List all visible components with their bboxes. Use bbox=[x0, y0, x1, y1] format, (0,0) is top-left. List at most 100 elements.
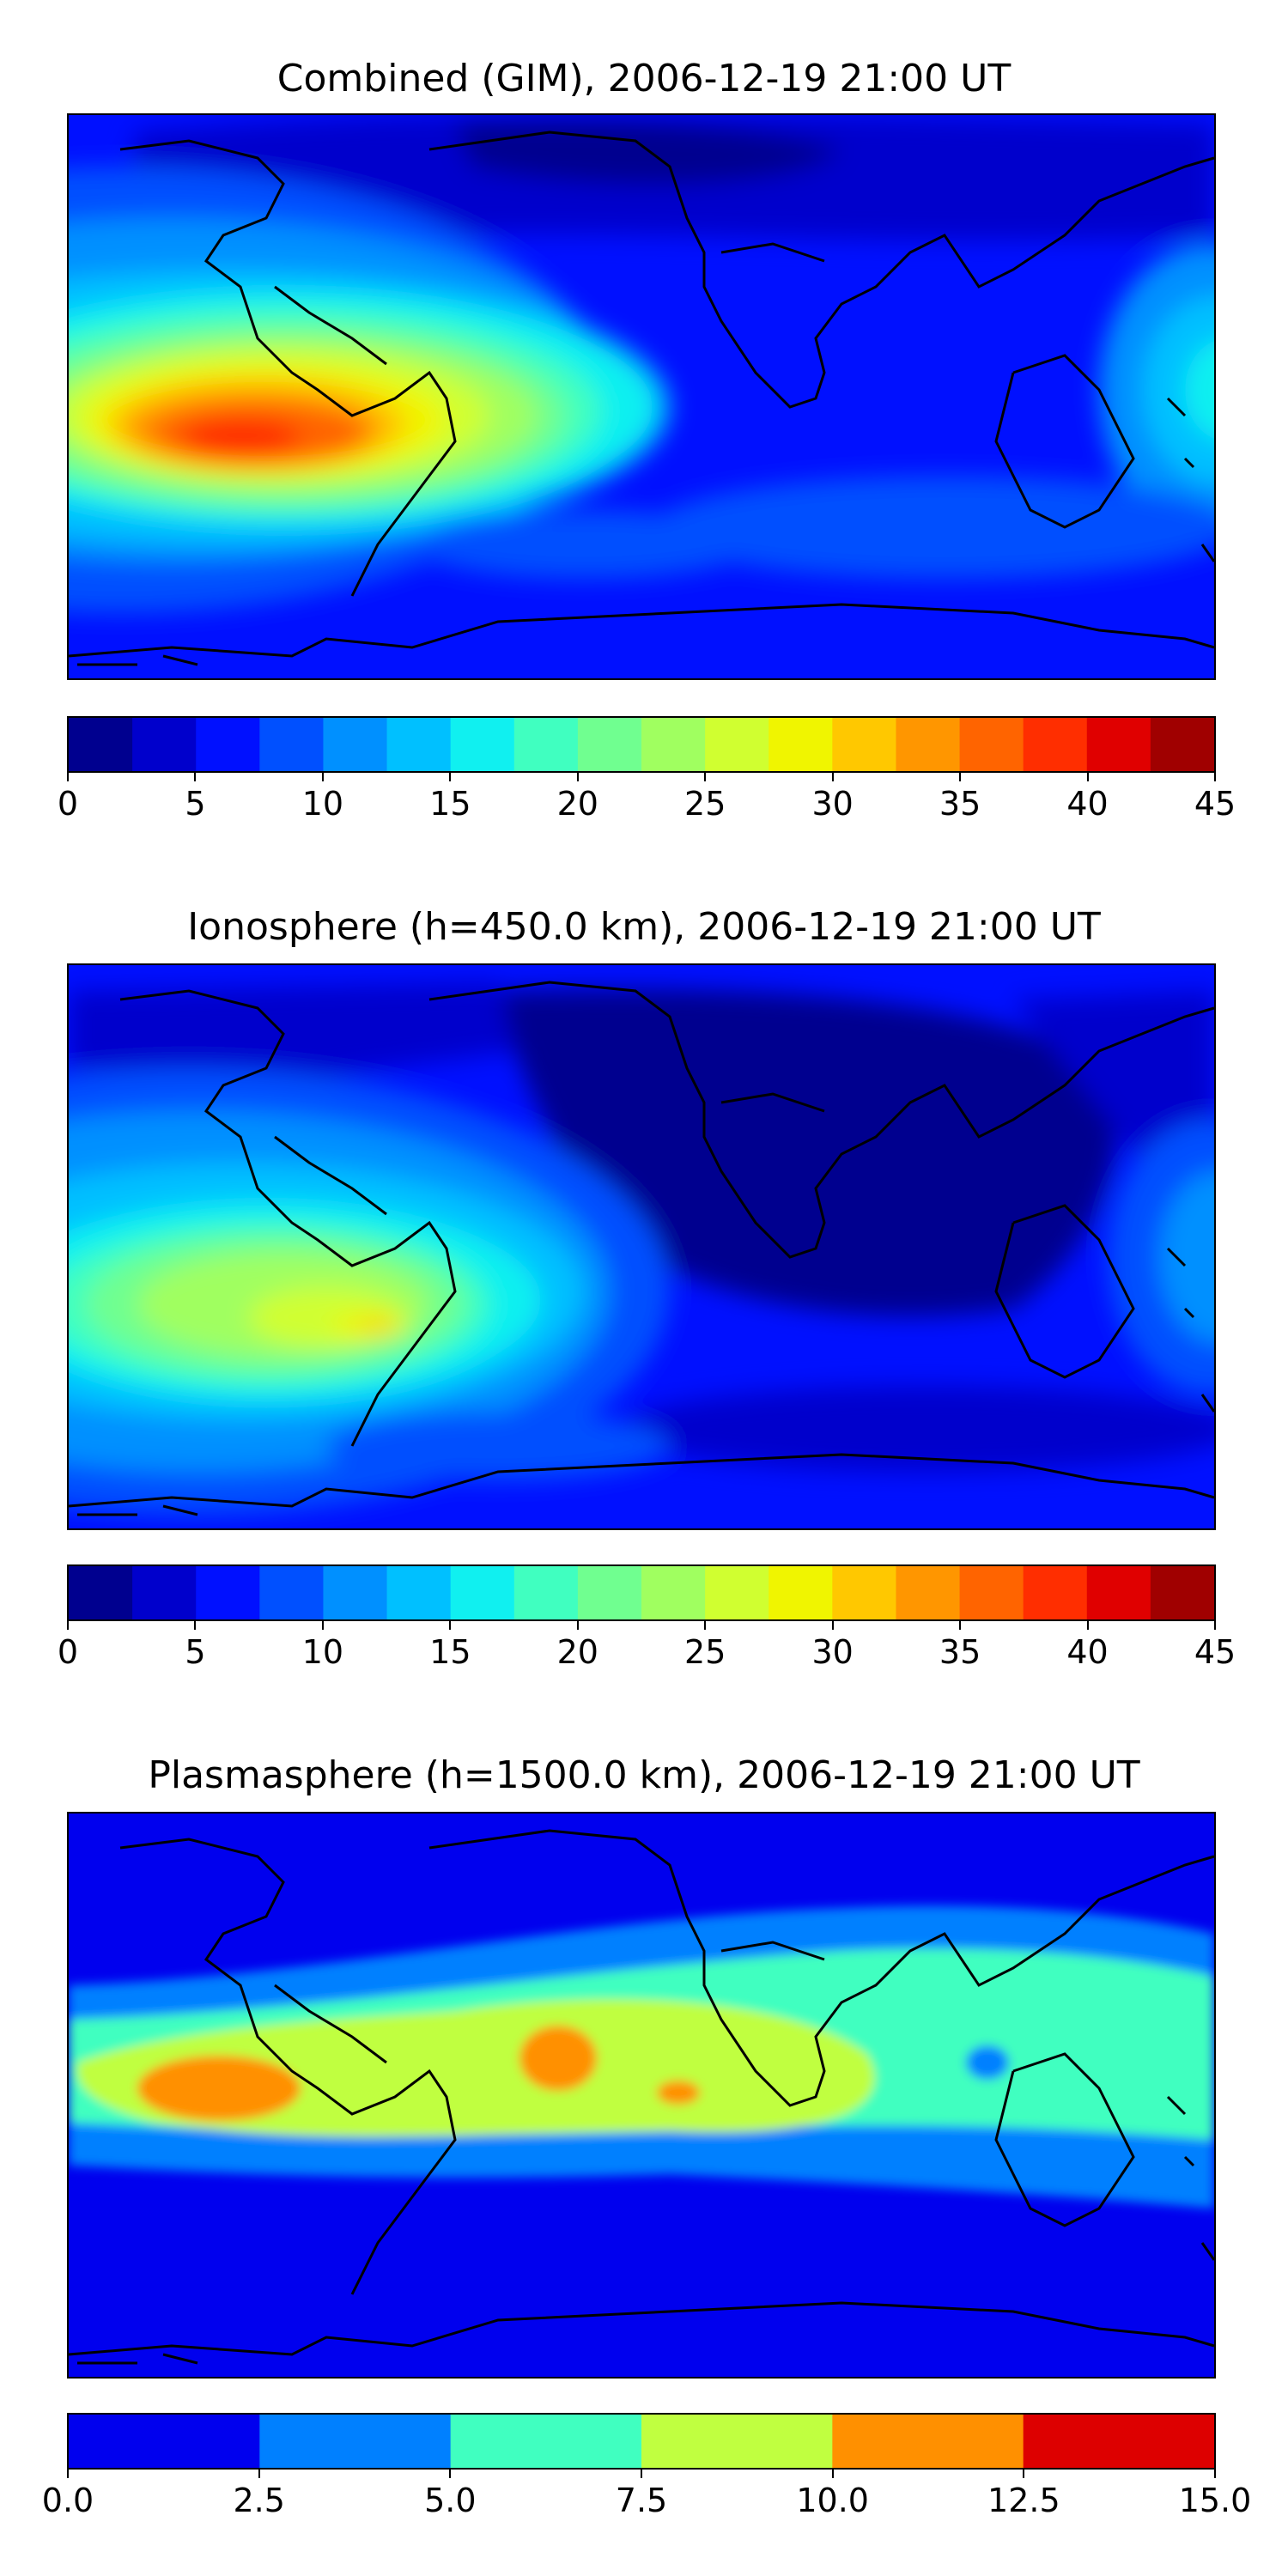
colorbar-segment bbox=[577, 718, 642, 771]
colorbar-tick-label: 45 bbox=[1194, 785, 1236, 823]
colorbar-tick bbox=[194, 1621, 197, 1630]
colorbar-tick-label: 25 bbox=[684, 785, 726, 823]
colorbar-segment bbox=[1086, 718, 1151, 771]
colorbar-tick-label: 5.0 bbox=[424, 2482, 477, 2519]
contour-field-combined bbox=[69, 115, 1214, 613]
colorbar-segment bbox=[513, 1566, 579, 1619]
colorbar-tick-label: 0 bbox=[57, 785, 79, 823]
colorbar-segment bbox=[259, 718, 324, 771]
colorbar-tick bbox=[67, 773, 69, 781]
colorbar-segment bbox=[386, 1566, 452, 1619]
chart-title-combined: Combined (GIM), 2006-12-19 21:00 UT bbox=[276, 57, 1012, 100]
colorbar-segment bbox=[769, 718, 833, 771]
colorbar-segment bbox=[832, 1566, 896, 1619]
colorbar-segment bbox=[1023, 1566, 1088, 1619]
colorbar-tick-label: 2.5 bbox=[233, 2482, 285, 2519]
contour-field-ionosphere bbox=[69, 982, 1214, 1515]
colorbar-tick bbox=[959, 1621, 962, 1630]
colorbar-tick bbox=[831, 2470, 834, 2478]
colorbar-ticks-ionosphere: 0 5 10 15 20 25 30 35 40 45 bbox=[58, 1621, 1236, 1673]
colorbar-tick bbox=[831, 773, 834, 781]
colorbar-segment bbox=[450, 2415, 642, 2468]
colorbar-segment bbox=[641, 1566, 706, 1619]
colorbar-segment bbox=[1023, 718, 1088, 771]
colorbar-tick bbox=[1086, 773, 1089, 781]
colorbar-segment bbox=[323, 718, 388, 771]
colorbar-tick bbox=[258, 2470, 260, 2478]
colorbar-tick bbox=[194, 773, 197, 781]
colorbar-tick-label: 45 bbox=[1194, 1633, 1236, 1671]
colorbar-tick-label: 15.0 bbox=[1178, 2482, 1252, 2519]
colorbar-tick bbox=[1023, 2470, 1025, 2478]
coastlines bbox=[69, 131, 1214, 666]
colorbar-segment bbox=[1086, 1566, 1151, 1619]
colorbar-segment bbox=[896, 718, 961, 771]
tec-map-combined bbox=[67, 113, 1216, 680]
colorbar-tick-label: 15 bbox=[429, 1633, 471, 1671]
colorbar-segment bbox=[513, 718, 579, 771]
colorbar-tick bbox=[1086, 1621, 1089, 1630]
colorbar-tick-label: 12.5 bbox=[987, 2482, 1060, 2519]
colorbar-plasmasphere bbox=[67, 2413, 1216, 2470]
colorbar-segment bbox=[705, 718, 769, 771]
colorbar-ionosphere bbox=[67, 1564, 1216, 1621]
colorbar-tick-label: 7.5 bbox=[615, 2482, 668, 2519]
colorbar-segment bbox=[386, 718, 452, 771]
colorbar-tick-label: 35 bbox=[939, 1633, 981, 1671]
colorbar-ticks-combined: 0 5 10 15 20 25 30 35 40 45 bbox=[58, 773, 1236, 824]
map-svg-plasmasphere bbox=[69, 1814, 1214, 2377]
colorbar-tick-label: 10.0 bbox=[796, 2482, 869, 2519]
colorbar-segment bbox=[132, 718, 197, 771]
colorbar-segment bbox=[1150, 718, 1214, 771]
colorbar-tick-label: 5 bbox=[185, 1633, 206, 1671]
colorbar-segment bbox=[69, 1566, 133, 1619]
colorbar-tick-label: 0 bbox=[57, 1633, 79, 1671]
map-svg-ionosphere bbox=[69, 965, 1214, 1528]
contour-field-plasmasphere bbox=[69, 1905, 1214, 2208]
colorbar-segment bbox=[641, 2415, 833, 2468]
coastlines bbox=[69, 1829, 1214, 2365]
colorbar-tick bbox=[1214, 1621, 1216, 1630]
colorbar-segment bbox=[705, 1566, 769, 1619]
colorbar-tick-label: 30 bbox=[811, 1633, 854, 1671]
colorbar-tick-label: 10 bbox=[301, 1633, 344, 1671]
chart-title-ionosphere: Ionosphere (h=450.0 km), 2006-12-19 21:0… bbox=[187, 905, 1101, 949]
colorbar-tick bbox=[449, 2470, 452, 2478]
colorbar-tick-label: 30 bbox=[811, 785, 854, 823]
colorbar-segment bbox=[1150, 1566, 1214, 1619]
colorbar-tick bbox=[576, 773, 579, 781]
map-svg-combined bbox=[69, 115, 1214, 678]
colorbar-segment bbox=[259, 1566, 324, 1619]
colorbar-tick-label: 40 bbox=[1066, 785, 1109, 823]
colorbar-segment bbox=[832, 2415, 1024, 2468]
colorbar-tick bbox=[321, 1621, 324, 1630]
colorbar-tick bbox=[449, 1621, 452, 1630]
colorbar-tick-label: 35 bbox=[939, 785, 981, 823]
colorbar-tick bbox=[831, 1621, 834, 1630]
colorbar-tick-label: 25 bbox=[684, 1633, 726, 1671]
colorbar-tick bbox=[67, 2470, 69, 2478]
colorbar-tick bbox=[1214, 2470, 1216, 2478]
colorbar-tick bbox=[959, 773, 962, 781]
colorbar-segment bbox=[641, 718, 706, 771]
colorbar-combined bbox=[67, 716, 1216, 773]
colorbar-tick-label: 5 bbox=[185, 785, 206, 823]
tec-map-ionosphere bbox=[67, 963, 1216, 1530]
colorbar-tick-label: 0.0 bbox=[41, 2482, 94, 2519]
colorbar-tick-label: 20 bbox=[556, 785, 598, 823]
colorbar-tick-label: 15 bbox=[429, 785, 471, 823]
colorbar-segment bbox=[769, 1566, 833, 1619]
colorbar-tick bbox=[704, 1621, 707, 1630]
coastlines bbox=[69, 981, 1214, 1516]
colorbar-segment bbox=[450, 718, 515, 771]
colorbar-ticks-plasmasphere: 0.0 2.5 5.0 7.5 10.0 12.5 15.0 bbox=[42, 2470, 1251, 2521]
chart-title-plasmasphere: Plasmasphere (h=1500.0 km), 2006-12-19 2… bbox=[148, 1753, 1140, 1797]
colorbar-segment bbox=[132, 1566, 197, 1619]
colorbar-tick bbox=[449, 773, 452, 781]
colorbar-segment bbox=[959, 718, 1024, 771]
colorbar-segment bbox=[896, 1566, 961, 1619]
colorbar-tick bbox=[641, 2470, 642, 2478]
colorbar-segment bbox=[69, 718, 133, 771]
colorbar-tick bbox=[704, 773, 707, 781]
tec-map-plasmasphere bbox=[67, 1812, 1216, 2379]
